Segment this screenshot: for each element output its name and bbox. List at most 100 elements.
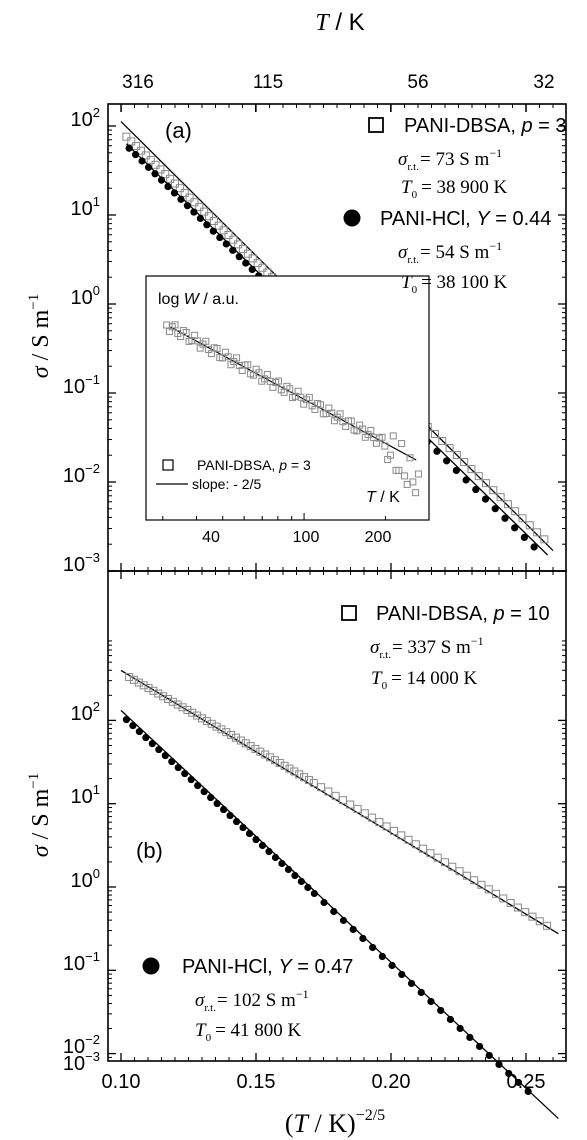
data-point-circle — [456, 1024, 464, 1033]
data-point-square — [275, 758, 284, 767]
data-point-square — [452, 451, 461, 460]
data-point-circle — [310, 889, 318, 898]
inset-legend-marker — [162, 459, 174, 471]
data-point-square — [168, 697, 177, 706]
y-tick-label-b-1e0: 100 — [71, 866, 100, 892]
panel-b-frame — [107, 570, 567, 1062]
data-point-square — [129, 675, 138, 684]
inset-x-tick-label-200: 200 — [365, 529, 392, 546]
data-point-square — [467, 465, 476, 474]
data-point-square — [141, 151, 150, 160]
top-tick-label-115: 115 — [253, 72, 283, 93]
data-point-square — [178, 703, 187, 712]
data-point-square — [149, 686, 158, 695]
legend-b-hcl-sigma: σr.t.= 102 S m−1 — [195, 987, 309, 1014]
legend-a-hcl-marker — [343, 209, 361, 227]
data-point-square — [331, 791, 340, 800]
data-point-square — [214, 221, 223, 230]
legend-b-dbsa-marker — [341, 605, 357, 621]
data-point-circle — [144, 163, 153, 171]
data-point-circle — [472, 485, 480, 494]
inset-legend-text-2: slope: - 2/5 — [192, 476, 261, 492]
inset-data-point — [263, 370, 271, 378]
data-point-square — [280, 761, 289, 770]
inset-data-point — [224, 353, 232, 361]
data-point-square — [492, 889, 501, 898]
data-point-circle — [278, 859, 286, 868]
legend-a-dbsa-t0: T0 = 38 900 K — [401, 177, 508, 201]
y-tick-label-b-1e-3-bottom: 10−3 — [63, 1049, 100, 1075]
data-point-square — [161, 170, 170, 179]
data-point-square — [227, 730, 236, 739]
data-point-square — [300, 773, 309, 782]
data-point-square — [540, 535, 549, 544]
data-point-square — [324, 787, 333, 796]
data-point-circle — [138, 157, 146, 165]
data-point-square — [525, 521, 534, 530]
data-point-circle — [258, 841, 267, 850]
data-point-circle — [122, 715, 130, 724]
panel-b-legend: (b) PANI-DBSA, p = 10 σr.t.= 337 S m−1 T… — [136, 603, 550, 1044]
data-point-square — [217, 725, 226, 734]
legend-a-hcl-sigma: σr.t.= 54 S m−1 — [398, 239, 502, 266]
inset-data-point — [347, 417, 355, 425]
bottom-axis-title: (T / K)−2/5 — [285, 1107, 385, 1138]
data-point-square — [253, 259, 262, 268]
data-point-circle — [183, 202, 192, 210]
data-point-square — [543, 921, 552, 930]
data-point-square — [482, 479, 491, 488]
inset-ticks — [162, 513, 386, 520]
legend-b-dbsa-label: PANI-DBSA, p = 10 — [376, 603, 550, 625]
data-point-circle — [491, 505, 499, 513]
y-tick-label-b-1e1: 101 — [71, 782, 100, 808]
data-point-square — [202, 717, 211, 726]
legend-b-hcl-t0: T0 = 41 800 K — [195, 1020, 302, 1044]
legend-a-hcl-label: PANI-HCl, Y = 0.44 — [380, 208, 551, 230]
inset-data-point — [255, 369, 263, 377]
data-point-circle — [216, 233, 224, 242]
data-point-circle — [407, 979, 416, 988]
data-point-square — [219, 226, 228, 235]
data-point-square — [132, 142, 141, 151]
data-point-square — [239, 245, 248, 254]
data-point-square — [455, 867, 464, 876]
data-point-square — [511, 507, 520, 516]
data-point-circle — [349, 925, 357, 934]
data-point-circle — [427, 997, 435, 1006]
data-point-square — [198, 714, 206, 723]
y-tick-label-b-1e2: 102 — [71, 699, 100, 725]
inset-legend: PANI-DBSA, p = 3 slope: - 2/5 — [156, 457, 311, 492]
inset-legend-text-1: PANI-DBSA, p = 3 — [197, 457, 311, 473]
data-point-circle — [190, 208, 198, 216]
data-point-circle — [514, 1078, 523, 1087]
data-point-circle — [155, 745, 163, 754]
data-point-square — [232, 733, 241, 742]
data-point-square — [518, 514, 527, 523]
data-point-square — [513, 903, 522, 912]
data-point-square — [499, 894, 508, 903]
y-tick-label-a-1e1: 101 — [71, 194, 100, 220]
inset-data-point — [317, 401, 325, 409]
data-point-circle — [359, 934, 367, 943]
data-point-square — [229, 235, 238, 244]
data-point-square — [535, 917, 544, 926]
data-point-square — [346, 800, 355, 809]
data-point-square — [224, 231, 233, 240]
data-point-circle — [187, 775, 195, 784]
top-tick-label-56: 56 — [407, 72, 428, 93]
data-point-square — [125, 673, 134, 682]
inset-y-label: log W / a.u. — [158, 291, 239, 308]
panel-a-legend: (a) PANI-DBSA, p = 3 σr.t.= 73 S m−1 T0 =… — [165, 115, 566, 296]
data-point-circle — [452, 466, 460, 475]
data-point-square — [445, 444, 454, 453]
data-point-circle — [181, 769, 189, 778]
data-point-square — [528, 912, 537, 921]
inset-data-point — [367, 426, 375, 434]
data-point-circle — [505, 1069, 513, 1078]
data-point-circle — [530, 543, 538, 551]
legend-a-dbsa-label: PANI-DBSA, p = 3 — [404, 115, 566, 137]
data-point-square — [353, 804, 362, 813]
data-point-square — [171, 179, 179, 188]
x-tick-label-025: 0.25 — [507, 1071, 546, 1093]
